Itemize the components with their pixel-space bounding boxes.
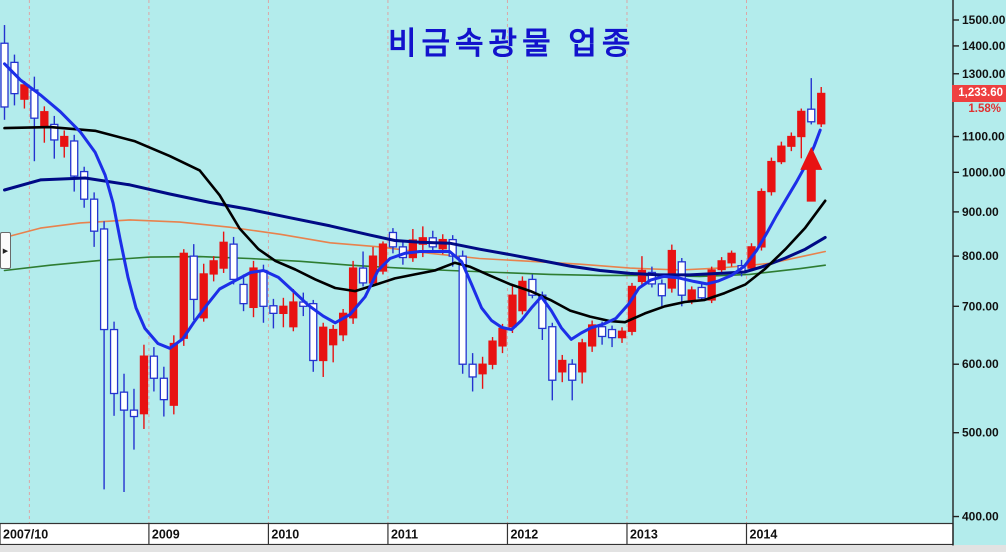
candle-body-2014-04	[777, 145, 786, 163]
candle-body-2008-06	[80, 170, 89, 200]
candle-body-2008-02	[40, 111, 49, 128]
candle-body-2014-06	[797, 110, 806, 138]
y-tick-label-1100: 1100.00	[962, 130, 1005, 144]
candle-body-2008-05	[70, 140, 79, 177]
candle-body-2007-12	[20, 84, 29, 100]
candle-body-2009-10	[239, 283, 248, 305]
candle-body-2008-10	[119, 391, 129, 411]
candle-body-2008-11	[129, 409, 139, 418]
candle-body-2010-05	[309, 302, 318, 362]
x-axis-label-2011: 2011	[391, 528, 418, 542]
candle-body-2010-12	[378, 243, 388, 272]
candle-body-2012-10	[597, 326, 607, 338]
candle-body-2008-07	[89, 198, 99, 232]
candle-body-2008-03	[50, 123, 59, 141]
y-tick-label-700: 700.00	[962, 299, 999, 313]
x-axis-band	[0, 522, 954, 546]
left-scroll-expand-button[interactable]: ▶	[0, 232, 11, 269]
candle-body-2009-04	[179, 252, 188, 339]
candle-body-2013-10	[717, 260, 726, 271]
candle-body-2011-03	[408, 239, 418, 259]
y-tick-label-1500: 1500.00	[962, 13, 1006, 27]
candle-body-2008-12	[139, 355, 149, 415]
bottom-strip	[0, 545, 1006, 552]
x-axis-label-first: 2007/10	[3, 528, 48, 542]
candle-body-2011-09	[468, 363, 477, 378]
candle-body-2010-09	[348, 267, 358, 319]
candle-body-2013-05	[667, 249, 676, 289]
candle-body-2008-04	[60, 135, 69, 147]
candle-body-2011-11	[488, 340, 497, 365]
last-price-badge: 1,233.60	[952, 85, 1006, 102]
candle-body-2013-07	[687, 289, 696, 301]
y-tick-label-500: 500.00	[962, 426, 999, 440]
candle-body-2009-12	[259, 269, 268, 307]
candle-body-2014-05	[787, 135, 796, 147]
x-axis-label-2012: 2012	[510, 528, 538, 542]
candle-body-2010-03	[289, 301, 298, 328]
candle-body-2009-11	[249, 267, 258, 309]
candle-body-2009-02	[159, 377, 169, 401]
y-tick-label-1300: 1300.00	[962, 67, 1006, 81]
candle-body-2010-02	[279, 305, 288, 315]
x-axis-label-2013: 2013	[630, 528, 658, 542]
candle-body-2014-07	[807, 108, 816, 123]
price-change-percent: 1.58%	[968, 103, 1001, 115]
y-tick-label-1000: 1000.00	[962, 165, 1006, 179]
candle-body-2010-07	[329, 328, 338, 346]
ma-navy-slow	[3, 176, 827, 277]
candle-body-2012-05	[548, 326, 557, 381]
x-axis-label-2009: 2009	[152, 528, 180, 542]
candle-body-2014-02	[757, 190, 766, 248]
candle-body-2009-06	[199, 273, 208, 319]
candle-body-2012-12	[617, 330, 627, 339]
x-axis-label-2010: 2010	[271, 528, 299, 542]
up-arrow-annotation	[800, 146, 823, 202]
y-tick-label-1400: 1400.00	[962, 39, 1006, 53]
candle-body-2011-10	[478, 363, 487, 375]
y-tick-label-800: 800.00	[962, 249, 999, 263]
candle-body-2009-07	[209, 260, 218, 275]
x-axis-label-2014: 2014	[750, 528, 778, 542]
candle-body-2008-01	[30, 89, 39, 119]
candle-body-2014-03	[767, 160, 776, 193]
candle-body-2011-12	[498, 327, 507, 347]
candle-body-2012-09	[587, 324, 597, 347]
candle-body-2007-10	[0, 42, 9, 108]
candle-body-2009-05	[189, 255, 198, 301]
candle-body-2012-11	[607, 328, 617, 339]
candle-body-2012-03	[528, 278, 537, 296]
candle-body-2013-04	[657, 283, 667, 297]
candle-body-2012-07	[568, 363, 577, 381]
candle-body-2009-08	[219, 241, 228, 269]
candle-body-2012-08	[578, 342, 587, 373]
candle-body-2014-08	[817, 92, 826, 125]
candle-body-2010-10	[358, 267, 368, 284]
candle-body-2013-01	[627, 285, 637, 332]
candle-body-2009-01	[149, 355, 159, 379]
candle-body-2012-06	[558, 359, 567, 373]
candle-body-2010-01	[269, 305, 278, 315]
candle-body-2009-09	[229, 243, 238, 281]
ma-blue-fast	[3, 62, 822, 350]
candle-body-2013-02	[637, 269, 647, 283]
candle-body-2008-09	[109, 328, 119, 395]
candle-body-2010-08	[338, 312, 348, 336]
candle-body-2012-01	[508, 294, 517, 328]
candle-body-2012-02	[518, 280, 527, 312]
y-tick-label-400: 400.00	[962, 510, 999, 524]
y-tick-label-600: 600.00	[962, 357, 999, 371]
candle-body-2009-03	[169, 342, 178, 406]
candle-body-2008-08	[99, 228, 109, 331]
candle-body-2013-08	[697, 286, 706, 299]
y-tick-label-900: 900.00	[962, 205, 999, 219]
chart-title: 비금속광물 업종	[388, 26, 636, 61]
candle-body-2013-11	[727, 252, 736, 264]
candle-body-2011-07	[448, 238, 457, 257]
candle-body-2011-08	[458, 255, 467, 365]
candle-body-2010-06	[319, 326, 328, 362]
